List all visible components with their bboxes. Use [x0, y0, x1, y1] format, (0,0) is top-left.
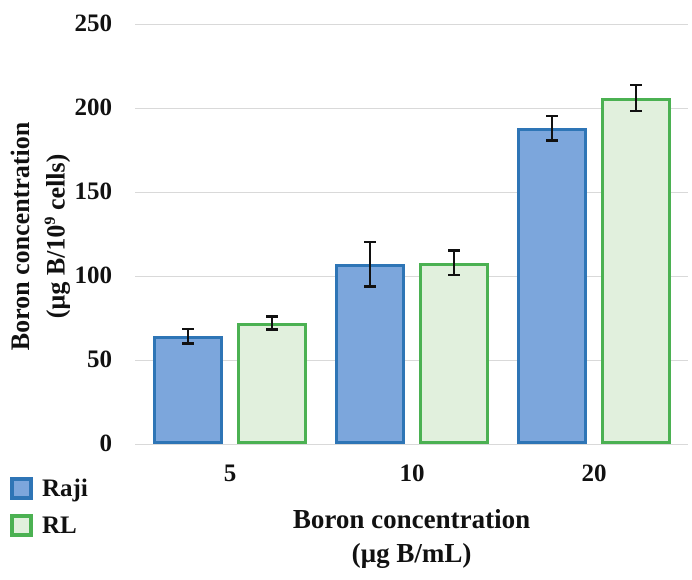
- y-tick-100: 100: [74, 262, 113, 289]
- error-bar-raji-20: [546, 114, 558, 142]
- y-tick-0: 0: [99, 430, 113, 457]
- y-tick-200: 200: [74, 94, 113, 121]
- gridline-200: [135, 107, 688, 109]
- error-bar-bottom-cap: [266, 328, 278, 331]
- error-bar-line: [550, 114, 554, 142]
- x-tick-20: 20: [581, 460, 607, 487]
- error-bar-raji-5: [182, 328, 194, 345]
- error-bar-top-cap: [630, 83, 642, 87]
- error-bar-bottom-cap: [448, 273, 460, 276]
- y-tick-50: 50: [87, 346, 112, 373]
- error-bar-bottom-cap: [546, 139, 558, 142]
- error-bar-rl-5: [266, 315, 278, 331]
- error-bar-raji-10: [364, 240, 376, 288]
- y-tick-250: 250: [74, 10, 113, 37]
- y-axis-title-superscript: 9: [42, 216, 59, 225]
- bar-rl-5: [237, 323, 307, 444]
- error-bar-top-cap: [546, 114, 558, 118]
- error-bar-line: [368, 240, 372, 288]
- error-bar-line: [186, 328, 190, 345]
- legend-swatch-raji: [10, 477, 33, 500]
- error-bar-top-cap: [182, 328, 194, 331]
- error-bar-bottom-cap: [630, 109, 642, 113]
- bar-rl-10: [419, 262, 489, 444]
- legend-item-raji: Raji: [10, 475, 88, 502]
- gridline-250: [135, 23, 688, 25]
- error-bar-line: [634, 83, 638, 113]
- legend-item-rl: RL: [10, 512, 88, 539]
- bar-raji-10: [335, 264, 405, 444]
- gridline-150: [135, 191, 688, 193]
- error-bar-line: [452, 249, 456, 276]
- bar-rl-20: [601, 97, 671, 444]
- x-tick-10: 10: [399, 460, 425, 487]
- error-bar-top-cap: [266, 315, 278, 318]
- error-bar-rl-20: [630, 83, 642, 113]
- legend: Raji RL: [10, 475, 88, 539]
- error-bar-line: [270, 315, 274, 331]
- error-bar-bottom-cap: [182, 342, 194, 345]
- y-tick-150: 150: [74, 178, 113, 205]
- plot-area: [135, 23, 688, 445]
- x-tick-5: 5: [223, 460, 237, 487]
- bar-raji-20: [517, 128, 587, 444]
- legend-swatch-rl: [10, 514, 33, 537]
- error-bar-top-cap: [448, 249, 460, 252]
- gridline-50: [135, 359, 688, 361]
- y-axis-title-line1: Boron concentration: [6, 121, 35, 351]
- gridline-100: [135, 275, 688, 277]
- legend-label-rl: RL: [42, 512, 77, 539]
- bar-raji-5: [153, 336, 223, 444]
- x-axis-title-line2: (µg B/mL): [351, 538, 472, 568]
- legend-label-raji: Raji: [42, 475, 88, 502]
- error-bar-top-cap: [364, 240, 376, 244]
- x-axis-title: Boron concentration (µg B/mL): [135, 502, 688, 570]
- error-bar-bottom-cap: [364, 285, 376, 288]
- error-bar-rl-10: [448, 249, 460, 276]
- gridline-0: [135, 443, 688, 445]
- x-axis-title-line1: Boron concentration: [292, 504, 531, 534]
